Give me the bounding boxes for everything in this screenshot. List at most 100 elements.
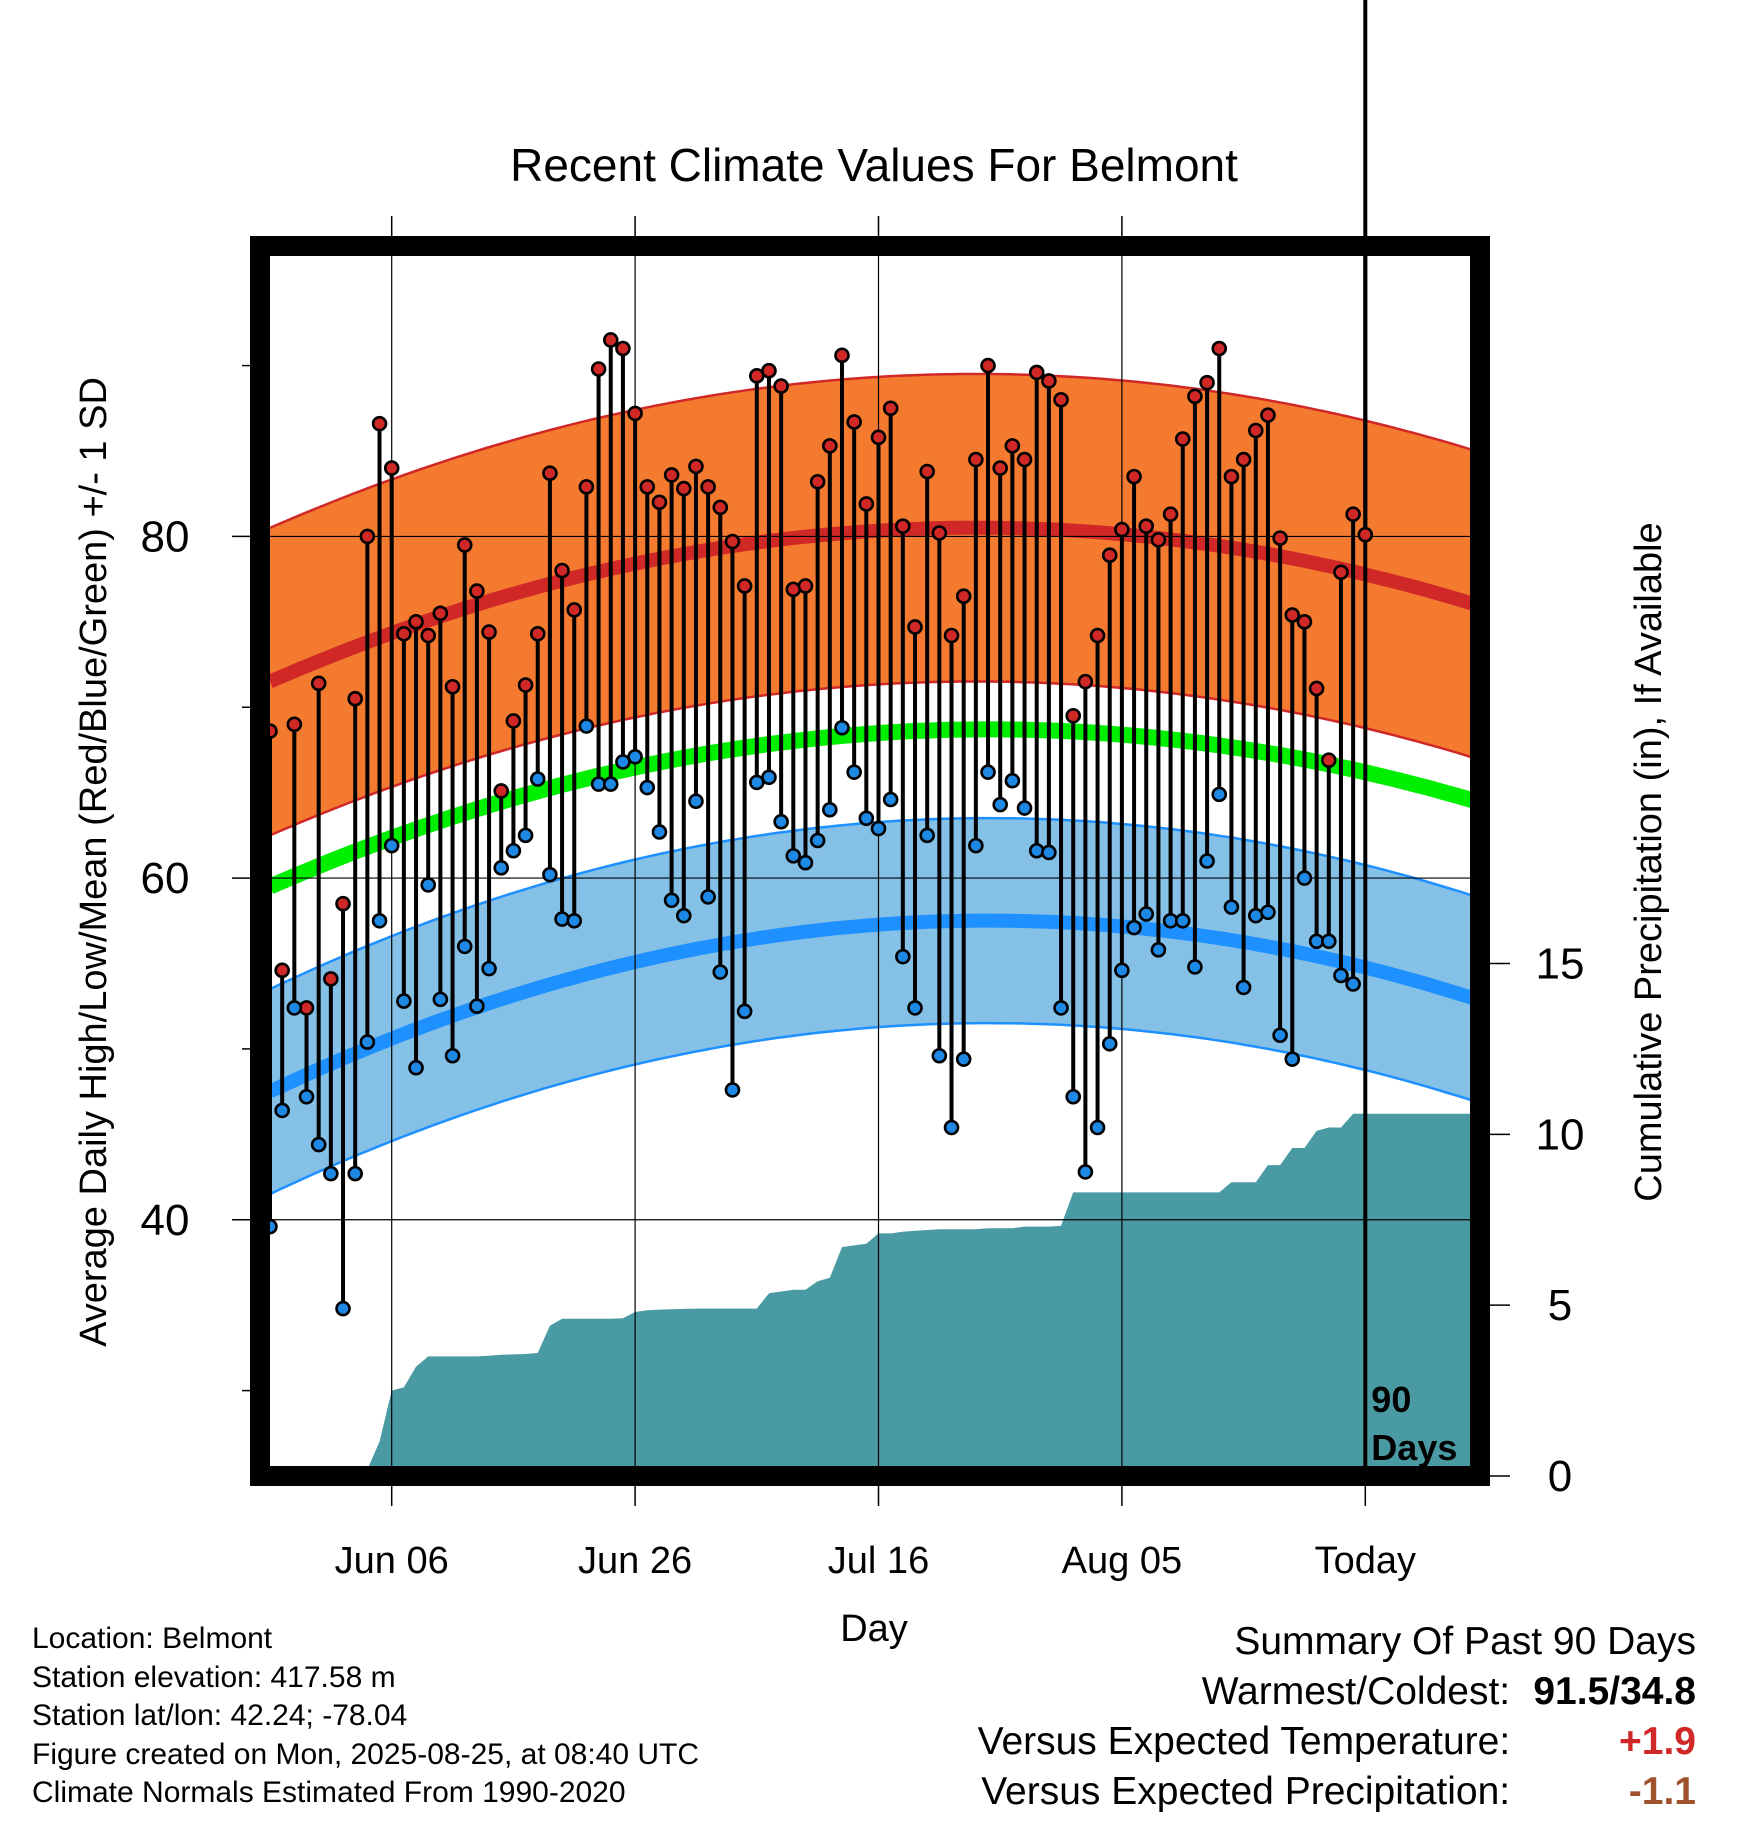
daily-high-point <box>736 578 753 594</box>
daily-low-point <box>1065 1088 1082 1105</box>
daily-high-point <box>1333 564 1349 581</box>
daily-high-point <box>481 624 497 640</box>
daily-high-point <box>1162 506 1179 523</box>
daily-high-point <box>1260 407 1276 423</box>
summary-precip-row: Versus Expected Precipitation: -1.1 <box>978 1767 1696 1817</box>
daily-low-point <box>1101 1035 1118 1052</box>
y2-axis-label: Cumulative Precipitation (in), If Availa… <box>1628 522 1670 1201</box>
summary-temp-label: Versus Expected Temperature: <box>977 1720 1511 1763</box>
daily-high-point <box>1284 607 1301 623</box>
daily-high-point <box>469 583 485 599</box>
daily-low-point <box>700 889 716 905</box>
daily-low-point <box>1077 1164 1094 1180</box>
y2-tick-label: 15 <box>1536 940 1585 989</box>
daily-high-point <box>1077 673 1094 690</box>
daily-low-point <box>895 948 911 965</box>
daily-low-point <box>931 1047 948 1064</box>
summary-title: Summary Of Past 90 Days <box>1234 1620 1696 1663</box>
daily-low-point <box>639 779 656 796</box>
y-tick-label: 80 <box>141 512 190 561</box>
daily-low-point <box>736 1003 753 1020</box>
plot-frame <box>250 236 1490 1486</box>
daily-high-point <box>980 357 996 374</box>
daily-low-point <box>1199 853 1215 869</box>
daily-low-point <box>797 854 814 871</box>
daily-high-point <box>931 525 948 541</box>
daily-high-point <box>408 614 424 630</box>
station-latlon: Station lat/lon: 42.24; -78.04 <box>32 1699 408 1732</box>
today-marker-label-2: Days <box>1371 1427 1457 1468</box>
daily-low-point <box>663 892 680 909</box>
daily-low-point <box>943 1119 960 1136</box>
daily-high-point <box>882 400 899 417</box>
daily-high-point <box>627 405 643 422</box>
daily-high-point <box>1053 391 1069 408</box>
daily-low-point <box>335 1300 351 1317</box>
y2-tick-label: 5 <box>1548 1281 1572 1330</box>
daily-low-point <box>870 820 887 837</box>
daily-low-point <box>408 1059 424 1076</box>
daily-low-point <box>1028 842 1045 859</box>
daily-low-point <box>566 912 583 929</box>
summary-warmest-label: Warmest/Coldest: <box>1201 1670 1511 1713</box>
summary-temp-value: +1.9 <box>1619 1720 1696 1763</box>
daily-low-point <box>1114 962 1130 979</box>
daily-high-point <box>943 627 960 644</box>
daily-high-point <box>371 415 388 432</box>
daily-low-point <box>724 1082 741 1098</box>
daily-low-point <box>809 832 826 849</box>
daily-low-point <box>1150 942 1167 958</box>
daily-low-point <box>968 837 984 854</box>
daily-low-point <box>919 827 935 844</box>
daily-high-point <box>1174 431 1191 447</box>
daily-low-point <box>675 907 692 924</box>
daily-high-point <box>529 625 546 642</box>
daily-high-point <box>335 895 351 912</box>
daily-low-point <box>1284 1051 1301 1067</box>
daily-low-point <box>554 911 570 927</box>
daily-high-point <box>1357 526 1374 543</box>
daily-low-point <box>1272 1027 1288 1044</box>
station-location: Location: Belmont <box>32 1622 273 1655</box>
daily-high-point <box>992 460 1009 476</box>
daily-high-point <box>1101 547 1118 564</box>
daily-high-point <box>420 627 437 644</box>
daily-high-point <box>712 499 729 516</box>
daily-low-point <box>456 938 473 955</box>
daily-high-point <box>1211 340 1228 357</box>
daily-high-point <box>1308 680 1325 697</box>
daily-high-point <box>870 429 887 446</box>
daily-low-point <box>529 771 546 787</box>
summary-panel: Summary Of Past 90 Days Warmest/Coldest:… <box>978 1617 1696 1817</box>
daily-low-point <box>1089 1119 1106 1136</box>
daily-low-point <box>1174 912 1191 929</box>
daily-low-point <box>517 827 534 844</box>
summary-precip-value: -1.1 <box>1628 1770 1696 1813</box>
daily-low-point <box>822 801 838 818</box>
daily-high-point <box>846 414 862 430</box>
daily-high-point <box>1041 373 1057 389</box>
plot-area: 90 Days <box>260 0 1490 1476</box>
daily-high-point <box>383 460 400 476</box>
daily-high-point <box>1247 422 1264 439</box>
daily-low-point <box>712 964 729 980</box>
daily-high-point <box>456 537 473 553</box>
x-tick-label: Jun 06 <box>335 1540 449 1582</box>
daily-high-point <box>724 533 741 550</box>
daily-low-point <box>274 1102 290 1119</box>
daily-high-point <box>310 675 327 692</box>
daily-low-point <box>1211 786 1228 803</box>
daily-high-point <box>1114 521 1130 538</box>
daily-low-point <box>1187 959 1203 975</box>
daily-high-point <box>542 465 558 482</box>
daily-low-point <box>347 1165 363 1182</box>
daily-high-point <box>955 588 972 605</box>
summary-precip-label: Versus Expected Precipitation: <box>981 1770 1511 1813</box>
daily-low-point <box>1041 844 1057 861</box>
daily-low-point <box>323 1165 339 1182</box>
daily-high-point <box>1272 530 1288 546</box>
daily-low-point <box>907 1000 923 1016</box>
daily-low-point <box>992 796 1009 813</box>
daily-high-point <box>773 378 789 394</box>
daily-high-point <box>1016 451 1033 468</box>
